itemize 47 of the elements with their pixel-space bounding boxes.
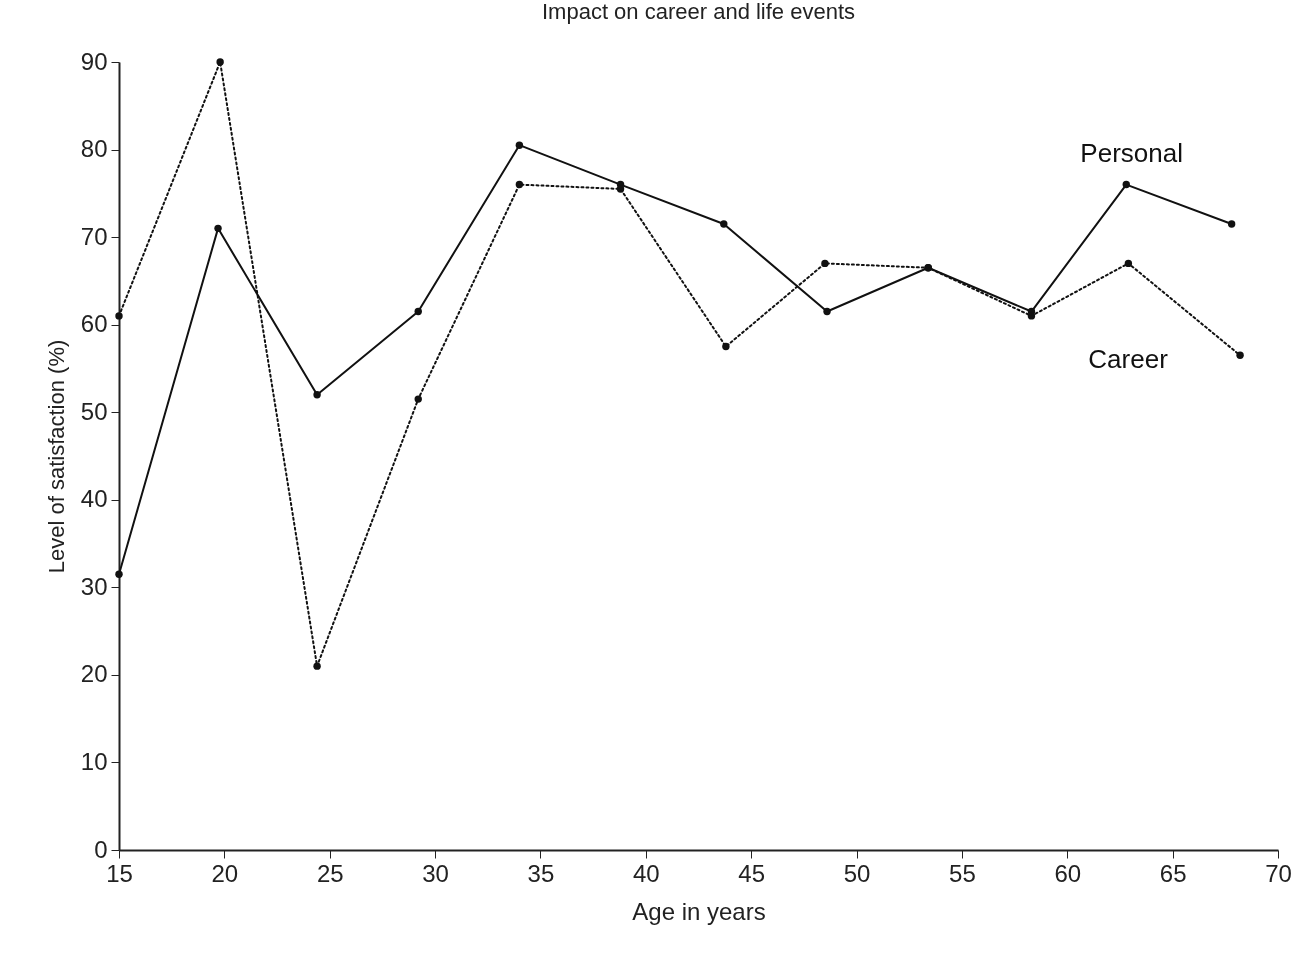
point: [1227, 220, 1236, 228]
y-tick-label: 30: [80, 572, 108, 600]
y-tick-label: 80: [80, 135, 108, 163]
x-tick-label: 25: [316, 859, 344, 887]
chart-title: Impact on career and life events: [541, 0, 856, 24]
x-tick-label: 45: [738, 859, 766, 887]
point: [414, 395, 422, 403]
x-tick-label: 65: [1159, 859, 1187, 887]
point: [1122, 180, 1130, 189]
y-axis-title: Level of satisfaction (%): [43, 339, 69, 574]
point: [1124, 259, 1133, 268]
y-tick-label: 50: [80, 397, 108, 425]
point: [216, 58, 224, 66]
y-tick-label: 0: [94, 835, 108, 863]
point: [1236, 351, 1244, 360]
x-tick-label: 15: [106, 859, 133, 887]
x-tick-label: 60: [1054, 859, 1082, 887]
point: [115, 570, 123, 578]
x-tick-label: 30: [422, 859, 449, 887]
point: [313, 391, 321, 399]
x-tick-label: 20: [211, 859, 239, 887]
series-label: Personal: [1080, 137, 1183, 168]
x-tick-label: 70: [1265, 859, 1292, 887]
point: [515, 180, 524, 189]
x-tick-label: 35: [527, 859, 555, 887]
x-axis-title: Age in years: [632, 897, 766, 925]
x-tick-label: 40: [632, 859, 660, 887]
y-tick-label: 90: [80, 47, 108, 75]
x-tick-label: 50: [843, 859, 871, 887]
x-tick-label: 55: [949, 859, 976, 887]
y-tick-label: 70: [80, 222, 108, 250]
point: [722, 342, 730, 351]
y-tick-label: 20: [80, 660, 108, 688]
y-tick-label: 10: [80, 747, 108, 775]
point: [414, 307, 422, 316]
point: [214, 224, 222, 233]
point: [823, 307, 831, 316]
point: [515, 141, 524, 149]
y-tick-label: 40: [80, 485, 108, 513]
series-label: Career: [1088, 344, 1169, 375]
point: [313, 662, 321, 670]
point: [720, 220, 728, 228]
point: [1027, 312, 1036, 320]
y-tick-label: 60: [80, 310, 108, 338]
point: [821, 259, 829, 268]
point: [115, 312, 123, 320]
point: [616, 185, 625, 193]
